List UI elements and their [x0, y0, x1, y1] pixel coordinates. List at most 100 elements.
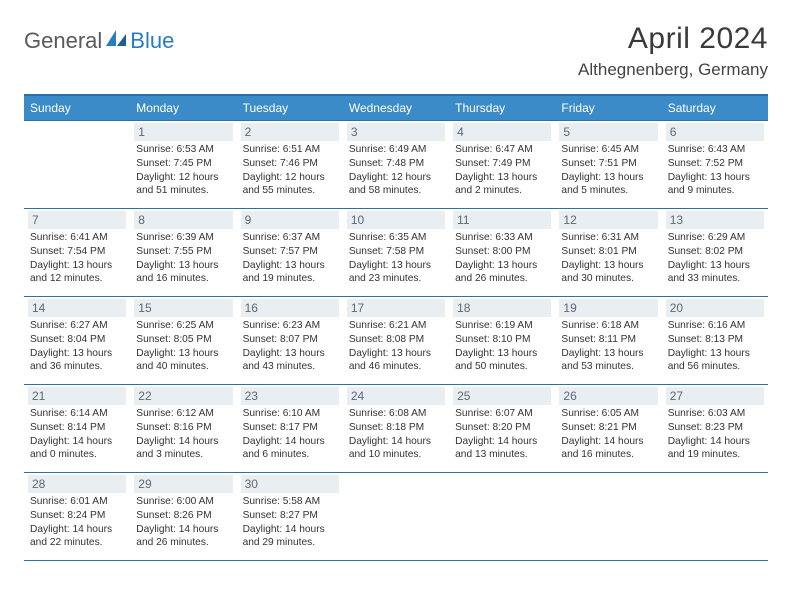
day-cell: 4 Sunrise: 6:47 AMSunset: 7:49 PMDaylight…	[449, 121, 555, 209]
weekday-header: Monday	[130, 95, 236, 121]
calendar-row: 7 Sunrise: 6:41 AMSunset: 7:54 PMDaylight…	[24, 209, 768, 297]
day-detail: Sunrise: 6:39 AMSunset: 7:55 PMDaylight:…	[134, 231, 232, 286]
day-number: 28	[28, 475, 126, 493]
day-cell: 16Sunrise: 6:23 AMSunset: 8:07 PMDayligh…	[237, 297, 343, 385]
day-cell: 20 Sunrise: 6:16 AMSunset: 8:13 PMDayligh…	[662, 297, 768, 385]
day-detail: Sunrise: 6:43 AMSunset: 7:52 PMDaylight:…	[666, 143, 764, 198]
day-number: 5	[559, 123, 657, 141]
day-number: 12	[559, 211, 657, 229]
day-detail: Sunrise: 6:53 AMSunset: 7:45 PMDaylight:…	[134, 143, 232, 198]
day-cell: 19 Sunrise: 6:18 AMSunset: 8:11 PMDayligh…	[555, 297, 661, 385]
day-cell: 5 Sunrise: 6:45 AMSunset: 7:51 PMDaylight…	[555, 121, 661, 209]
day-cell: 15 Sunrise: 6:25 AMSunset: 8:05 PMDayligh…	[130, 297, 236, 385]
day-number: 4	[453, 123, 551, 141]
day-cell: 12Sunrise: 6:31 AMSunset: 8:01 PMDayligh…	[555, 209, 661, 297]
calendar-row: 21 Sunrise: 6:14 AMSunset: 8:14 PMDayligh…	[24, 385, 768, 473]
month-title: April 2024	[578, 22, 768, 56]
weekday-header: Saturday	[662, 95, 768, 121]
day-number: 16	[241, 299, 339, 317]
day-cell: 11Sunrise: 6:33 AMSunset: 8:00 PMDayligh…	[449, 209, 555, 297]
day-number: 3	[347, 123, 445, 141]
day-detail: Sunrise: 6:00 AMSunset: 8:26 PMDaylight:…	[134, 495, 232, 550]
day-number: 22	[134, 387, 232, 405]
header: General Blue April 2024 Althegnenberg, G…	[24, 22, 768, 80]
weekday-header: Sunday	[24, 95, 130, 121]
day-detail: Sunrise: 6:12 AMSunset: 8:16 PMDaylight:…	[134, 407, 232, 462]
day-detail: Sunrise: 6:37 AMSunset: 7:57 PMDaylight:…	[241, 231, 339, 286]
day-cell: 28Sunrise: 6:01 AMSunset: 8:24 PMDayligh…	[24, 473, 130, 561]
day-cell: 8 Sunrise: 6:39 AMSunset: 7:55 PMDaylight…	[130, 209, 236, 297]
logo-text-1: General	[24, 28, 102, 54]
logo-sail-icon	[104, 28, 128, 54]
day-detail: Sunrise: 6:16 AMSunset: 8:13 PMDaylight:…	[666, 319, 764, 374]
day-number: 21	[28, 387, 126, 405]
day-detail: Sunrise: 6:35 AMSunset: 7:58 PMDaylight:…	[347, 231, 445, 286]
empty-cell	[343, 473, 449, 561]
day-detail: Sunrise: 6:10 AMSunset: 8:17 PMDaylight:…	[241, 407, 339, 462]
day-cell: 29 Sunrise: 6:00 AMSunset: 8:26 PMDayligh…	[130, 473, 236, 561]
day-detail: Sunrise: 6:18 AMSunset: 8:11 PMDaylight:…	[559, 319, 657, 374]
day-cell: 7 Sunrise: 6:41 AMSunset: 7:54 PMDaylight…	[24, 209, 130, 297]
day-detail: Sunrise: 6:19 AMSunset: 8:10 PMDaylight:…	[453, 319, 551, 374]
day-detail: Sunrise: 6:27 AMSunset: 8:04 PMDaylight:…	[28, 319, 126, 374]
day-number: 14	[28, 299, 126, 317]
day-cell: 13Sunrise: 6:29 AMSunset: 8:02 PMDayligh…	[662, 209, 768, 297]
weekday-header: Wednesday	[343, 95, 449, 121]
day-number: 10	[347, 211, 445, 229]
day-cell: 17Sunrise: 6:21 AMSunset: 8:08 PMDayligh…	[343, 297, 449, 385]
weekday-header: Tuesday	[237, 95, 343, 121]
empty-cell	[662, 473, 768, 561]
day-number: 18	[453, 299, 551, 317]
day-number: 8	[134, 211, 232, 229]
day-number: 23	[241, 387, 339, 405]
calendar-body: 1Sunrise: 6:53 AMSunset: 7:45 PMDaylight…	[24, 121, 768, 561]
day-cell: 24Sunrise: 6:08 AMSunset: 8:18 PMDayligh…	[343, 385, 449, 473]
day-detail: Sunrise: 6:49 AMSunset: 7:48 PMDaylight:…	[347, 143, 445, 198]
day-detail: Sunrise: 5:58 AMSunset: 8:27 PMDaylight:…	[241, 495, 339, 550]
day-number: 19	[559, 299, 657, 317]
logo: General Blue	[24, 28, 174, 54]
day-number: 9	[241, 211, 339, 229]
day-detail: Sunrise: 6:25 AMSunset: 8:05 PMDaylight:…	[134, 319, 232, 374]
day-detail: Sunrise: 6:45 AMSunset: 7:51 PMDaylight:…	[559, 143, 657, 198]
day-detail: Sunrise: 6:07 AMSunset: 8:20 PMDaylight:…	[453, 407, 551, 462]
day-number: 27	[666, 387, 764, 405]
day-number: 2	[241, 123, 339, 141]
calendar-row: 1Sunrise: 6:53 AMSunset: 7:45 PMDaylight…	[24, 121, 768, 209]
day-cell: 21 Sunrise: 6:14 AMSunset: 8:14 PMDayligh…	[24, 385, 130, 473]
day-cell: 22 Sunrise: 6:12 AMSunset: 8:16 PMDayligh…	[130, 385, 236, 473]
day-detail: Sunrise: 6:03 AMSunset: 8:23 PMDaylight:…	[666, 407, 764, 462]
day-cell: 26Sunrise: 6:05 AMSunset: 8:21 PMDayligh…	[555, 385, 661, 473]
day-number: 7	[28, 211, 126, 229]
title-block: April 2024 Althegnenberg, Germany	[578, 22, 768, 80]
day-cell: 10 Sunrise: 6:35 AMSunset: 7:58 PMDayligh…	[343, 209, 449, 297]
day-detail: Sunrise: 6:47 AMSunset: 7:49 PMDaylight:…	[453, 143, 551, 198]
weekday-header-row: SundayMondayTuesdayWednesdayThursdayFrid…	[24, 95, 768, 121]
weekday-header: Friday	[555, 95, 661, 121]
day-number: 29	[134, 475, 232, 493]
day-cell: 1Sunrise: 6:53 AMSunset: 7:45 PMDaylight…	[130, 121, 236, 209]
day-cell: 18 Sunrise: 6:19 AMSunset: 8:10 PMDayligh…	[449, 297, 555, 385]
day-detail: Sunrise: 6:33 AMSunset: 8:00 PMDaylight:…	[453, 231, 551, 286]
day-cell: 23 Sunrise: 6:10 AMSunset: 8:17 PMDayligh…	[237, 385, 343, 473]
calendar-row: 28Sunrise: 6:01 AMSunset: 8:24 PMDayligh…	[24, 473, 768, 561]
day-number: 24	[347, 387, 445, 405]
day-detail: Sunrise: 6:51 AMSunset: 7:46 PMDaylight:…	[241, 143, 339, 198]
logo-text-2: Blue	[130, 28, 174, 54]
day-cell: 6Sunrise: 6:43 AMSunset: 7:52 PMDaylight…	[662, 121, 768, 209]
day-number: 17	[347, 299, 445, 317]
day-number: 26	[559, 387, 657, 405]
empty-cell	[449, 473, 555, 561]
day-number: 20	[666, 299, 764, 317]
day-cell: 25Sunrise: 6:07 AMSunset: 8:20 PMDayligh…	[449, 385, 555, 473]
day-cell: 27 Sunrise: 6:03 AMSunset: 8:23 PMDayligh…	[662, 385, 768, 473]
day-detail: Sunrise: 6:41 AMSunset: 7:54 PMDaylight:…	[28, 231, 126, 286]
day-cell: 9 Sunrise: 6:37 AMSunset: 7:57 PMDaylight…	[237, 209, 343, 297]
day-number: 13	[666, 211, 764, 229]
day-number: 30	[241, 475, 339, 493]
empty-cell	[24, 121, 130, 209]
day-number: 15	[134, 299, 232, 317]
calendar-table: SundayMondayTuesdayWednesdayThursdayFrid…	[24, 94, 768, 561]
day-detail: Sunrise: 6:14 AMSunset: 8:14 PMDaylight:…	[28, 407, 126, 462]
weekday-header: Thursday	[449, 95, 555, 121]
